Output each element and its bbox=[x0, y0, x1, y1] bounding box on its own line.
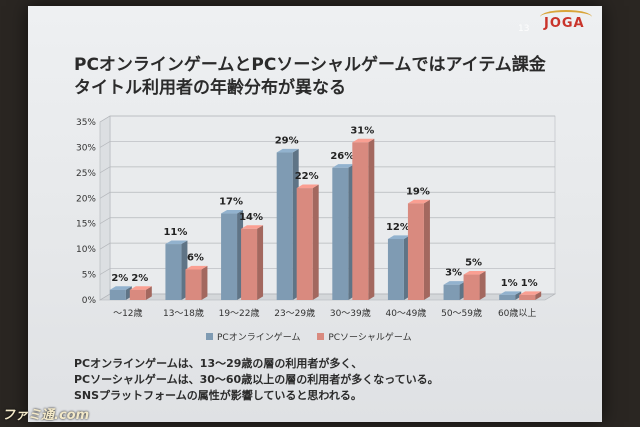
y-tick-label: 15% bbox=[76, 220, 96, 230]
bar-side bbox=[515, 291, 522, 300]
bar bbox=[443, 284, 460, 300]
gridline bbox=[99, 217, 555, 225]
bar-top bbox=[499, 291, 522, 295]
bar-top bbox=[296, 184, 319, 189]
bar bbox=[352, 142, 369, 300]
data-label: 1% bbox=[501, 278, 518, 289]
x-tick-label: 50～59歳 bbox=[441, 307, 482, 319]
bar bbox=[185, 269, 202, 300]
bar-top bbox=[443, 281, 466, 285]
bar-top bbox=[407, 199, 430, 204]
footnote: PCオンラインゲームは、13～29歳の層の利用者が多く、 PCソーシャルゲームは… bbox=[74, 356, 554, 404]
y-tick-label: 5% bbox=[82, 271, 97, 281]
bar bbox=[109, 289, 126, 300]
bar-side bbox=[368, 138, 375, 300]
bar-top bbox=[109, 286, 132, 290]
legend-label-social: PCソーシャルゲーム bbox=[328, 333, 412, 343]
data-label: 11% bbox=[163, 227, 187, 238]
bar bbox=[332, 167, 349, 300]
data-label: 19% bbox=[406, 186, 430, 197]
bar bbox=[407, 203, 424, 300]
bar-top bbox=[332, 164, 355, 168]
data-label: 17% bbox=[219, 197, 243, 208]
y-tick-label: 35% bbox=[76, 118, 96, 128]
x-tick-label: 19～22歳 bbox=[219, 307, 260, 319]
gridline bbox=[99, 191, 555, 199]
footnote-line-2: PCソーシャルゲームは、30～60歳以上の層の利用者が多くなっている。 bbox=[74, 373, 439, 386]
data-label: 26% bbox=[330, 151, 354, 162]
legend-label-online: PCオンラインゲーム bbox=[217, 333, 301, 343]
slide-number: 13 bbox=[518, 24, 530, 34]
data-label: 2% bbox=[111, 273, 128, 284]
bar-top bbox=[185, 265, 208, 270]
bar-top bbox=[165, 240, 188, 245]
data-label: 29% bbox=[275, 136, 299, 147]
bar bbox=[221, 213, 238, 300]
bar-side bbox=[257, 225, 264, 300]
bar-top bbox=[387, 235, 410, 239]
bar-top bbox=[221, 209, 244, 214]
title-line-2: タイトル利用者の年齢分布が異なる bbox=[74, 78, 346, 98]
title-line-1: PCオンラインゲームとPCソーシャルゲームではアイテム課金 bbox=[74, 55, 546, 75]
chart-legend: PCオンラインゲーム PCソーシャルゲーム bbox=[206, 330, 426, 343]
data-label: 1% bbox=[521, 278, 538, 289]
bar bbox=[519, 294, 536, 300]
bar-side bbox=[479, 270, 486, 300]
bar bbox=[387, 238, 404, 300]
y-tick-label: 25% bbox=[76, 169, 96, 179]
gridline bbox=[99, 166, 555, 174]
bar bbox=[276, 152, 293, 300]
bar-side bbox=[201, 265, 208, 300]
bar-top bbox=[129, 286, 152, 290]
y-tick-label: 0% bbox=[82, 296, 97, 306]
x-tick-label: 13～18歳 bbox=[163, 307, 204, 319]
data-label: 12% bbox=[386, 222, 410, 233]
x-tick-label: 23～29歳 bbox=[274, 307, 315, 319]
x-tick-label: 30～39歳 bbox=[330, 307, 371, 319]
chart-side-wall bbox=[99, 115, 111, 301]
x-tick-label: ～12歳 bbox=[113, 307, 142, 319]
bar bbox=[241, 228, 258, 300]
bar-side bbox=[145, 286, 152, 300]
bar-side bbox=[535, 291, 542, 300]
bar bbox=[165, 244, 182, 300]
legend-swatch-social bbox=[317, 333, 325, 340]
data-label: 2% bbox=[131, 273, 148, 284]
legend-swatch-online bbox=[206, 333, 213, 340]
gridline bbox=[99, 115, 555, 123]
y-tick-label: 30% bbox=[76, 143, 96, 153]
bar bbox=[296, 188, 313, 300]
bar bbox=[499, 294, 516, 300]
bar-top bbox=[276, 148, 299, 153]
data-label: 5% bbox=[465, 258, 482, 269]
x-tick-label: 40～49歳 bbox=[385, 307, 426, 319]
bar-top bbox=[519, 291, 542, 295]
bar-top bbox=[463, 270, 486, 275]
footnote-line-3: SNSプラットフォームの属性が影響していると思われる。 bbox=[74, 389, 362, 402]
data-label: 3% bbox=[445, 268, 462, 279]
gridline bbox=[99, 141, 555, 148]
x-tick-label: 60歳以上 bbox=[498, 307, 536, 319]
slide-title: PCオンラインゲームとPCソーシャルゲームではアイテム課金 タイトル利用者の年齢… bbox=[74, 54, 594, 100]
bar-top bbox=[352, 138, 375, 143]
famitsu-watermark: ファミ通.com bbox=[2, 408, 90, 423]
data-label: 31% bbox=[350, 125, 374, 136]
legend-item-social: PCソーシャルゲーム bbox=[317, 330, 412, 343]
data-label: 22% bbox=[295, 171, 319, 182]
bar-top bbox=[241, 225, 264, 229]
joga-logo: JOGA bbox=[544, 16, 585, 31]
logo-arc bbox=[540, 10, 592, 24]
data-label: 14% bbox=[239, 212, 263, 223]
legend-item-online: PCオンラインゲーム bbox=[206, 330, 300, 343]
data-label: 6% bbox=[187, 252, 204, 263]
y-tick-label: 10% bbox=[76, 245, 96, 255]
bar-side bbox=[423, 199, 430, 300]
bar-side bbox=[312, 184, 319, 300]
bar bbox=[129, 289, 146, 300]
y-tick-label: 20% bbox=[76, 194, 96, 204]
footnote-line-1: PCオンラインゲームは、13～29歳の層の利用者が多く、 bbox=[74, 357, 363, 370]
bar bbox=[463, 274, 480, 300]
